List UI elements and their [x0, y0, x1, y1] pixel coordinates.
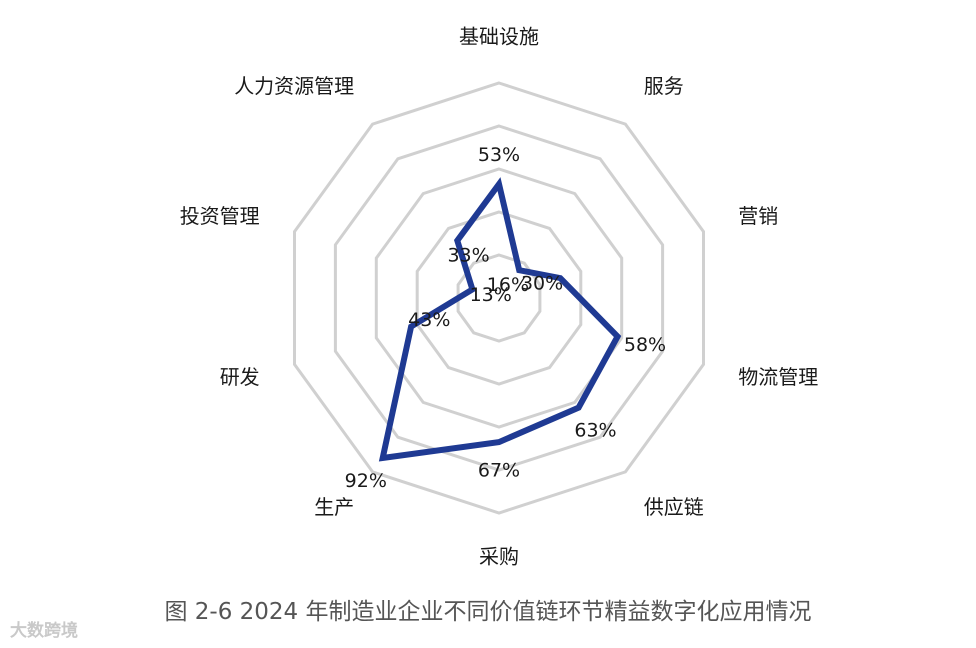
axis-label: 服务: [644, 74, 684, 98]
radar-grid: [293, 81, 705, 515]
axis-label: 人力资源管理: [234, 74, 354, 98]
value-labels: 53% 16%30% 58% 63% 67% 92% 43% 13% 33%: [345, 144, 666, 492]
value-label: 92%: [345, 470, 387, 492]
grid-ring-1: [456, 253, 542, 343]
axis-label: 营销: [738, 204, 778, 228]
value-label: 67%: [478, 459, 520, 481]
axis-label: 供应链: [644, 495, 704, 519]
grid-ring-3: [374, 167, 624, 429]
grid-ring-5: [293, 81, 705, 515]
axis-label: 研发: [220, 365, 260, 389]
axis-label: 生产: [314, 495, 354, 519]
series-line: [378, 177, 622, 462]
grid-ring-2: [415, 210, 583, 386]
figure-caption: 图 2-6 2024 年制造业企业不同价值链环节精益数字化应用情况: [164, 599, 812, 625]
value-label: 53%: [478, 144, 520, 166]
axis-label: 采购: [479, 545, 519, 569]
grid-ring-4: [333, 124, 665, 472]
axis-label: 基础设施: [459, 25, 539, 49]
value-label: 13%: [470, 284, 512, 306]
value-label: 30%: [521, 273, 563, 295]
axis-label: 物流管理: [738, 365, 818, 389]
value-label: 43%: [408, 309, 450, 331]
value-label: 63%: [574, 419, 616, 441]
radar-chart: 53% 16%30% 58% 63% 67% 92% 43% 13% 33% 基础设施服务营销物…: [180, 25, 819, 569]
radar-series: [378, 177, 622, 462]
axis-label: 投资管理: [180, 204, 260, 228]
value-label: 16%: [487, 274, 529, 296]
value-label: 58%: [624, 334, 666, 356]
value-label: 33%: [447, 245, 489, 267]
watermark-logo: 大数跨境: [10, 621, 78, 641]
